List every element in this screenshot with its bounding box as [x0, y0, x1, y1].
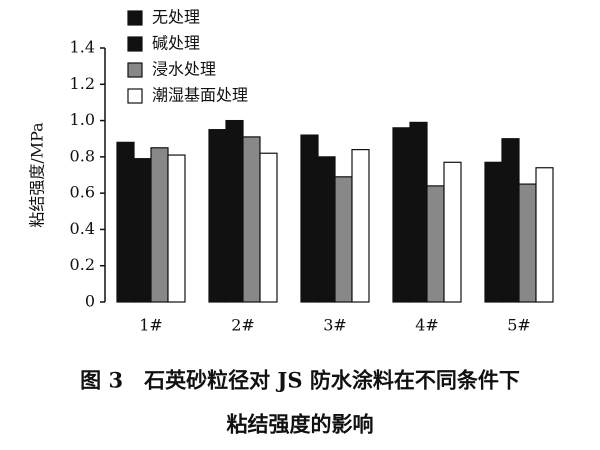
- bar: [225, 119, 244, 303]
- y-tick-label: 1.2: [70, 74, 95, 93]
- bar: [535, 167, 554, 303]
- y-tick-label: 1.0: [70, 110, 95, 129]
- caption: 粘结强度的影响: [227, 412, 374, 437]
- x-tick-label: 1#: [139, 316, 163, 335]
- bar: [242, 136, 261, 303]
- bar: [334, 176, 353, 303]
- legend-label: 无处理: [152, 8, 200, 27]
- bar: [484, 161, 503, 303]
- bar: [150, 147, 169, 303]
- bar: [443, 161, 462, 303]
- x-tick-label: 3#: [323, 316, 347, 335]
- y-tick-label: 0.6: [70, 183, 95, 202]
- bar: [426, 185, 445, 303]
- y-tick-label: 0.4: [70, 219, 95, 238]
- bar: [501, 138, 520, 303]
- bar: [351, 149, 370, 303]
- legend-swatch: [127, 36, 143, 52]
- bar: [133, 158, 152, 303]
- x-tick-label: 4#: [415, 316, 439, 335]
- bar: [317, 156, 336, 303]
- x-tick-label: 5#: [507, 316, 531, 335]
- bar: [518, 183, 537, 303]
- bar: [392, 127, 411, 303]
- x-tick-label: 2#: [231, 316, 255, 335]
- legend-label: 潮湿基面处理: [152, 86, 248, 105]
- legend-swatch: [127, 62, 143, 78]
- legend-label: 碱处理: [152, 34, 200, 53]
- y-tick-label: 1.4: [70, 38, 95, 57]
- y-tick-label: 0.8: [70, 146, 95, 165]
- bar: [409, 121, 428, 303]
- bar: [167, 154, 186, 303]
- bar: [300, 134, 319, 303]
- bar: [116, 141, 135, 303]
- bar: [259, 152, 278, 303]
- legend-swatch: [127, 88, 143, 104]
- legend-swatch: [127, 10, 143, 26]
- y-tick-label: 0.2: [70, 255, 95, 274]
- caption: 图 3 石英砂粒径对 JS 防水涂料在不同条件下: [80, 368, 520, 393]
- legend-label: 浸水处理: [152, 60, 216, 79]
- bar: [208, 129, 227, 303]
- y-axis-label: 粘结强度/MPa: [28, 122, 47, 228]
- y-tick-label: 0: [85, 292, 95, 311]
